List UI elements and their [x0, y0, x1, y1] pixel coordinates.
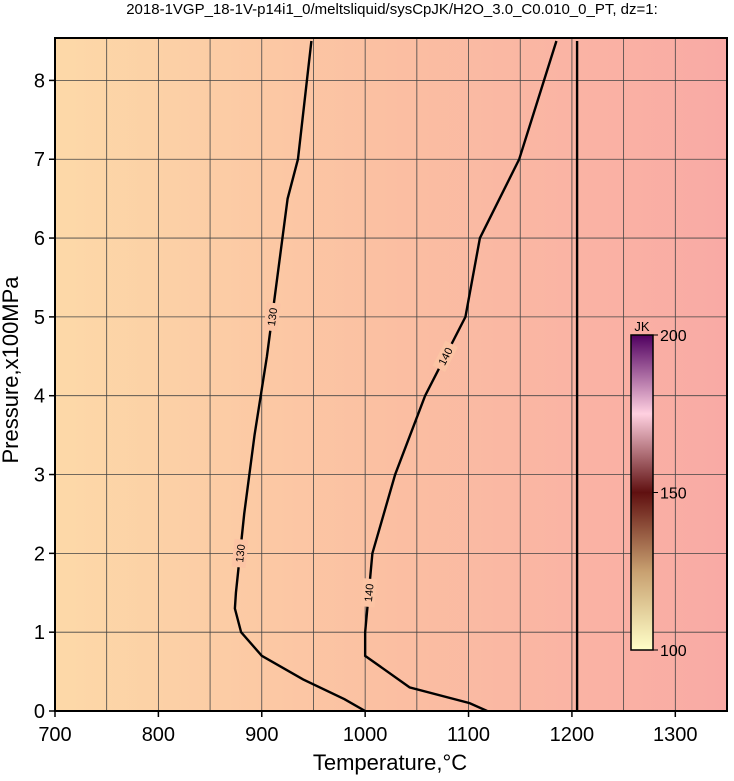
y-tick-label: 6: [34, 228, 45, 250]
contour-label: 140: [363, 583, 377, 602]
y-tick-label: 3: [34, 465, 45, 487]
colorbar-label: JK: [634, 319, 650, 334]
contour-label-bg: [432, 340, 458, 372]
x-tick-label: 900: [245, 724, 278, 746]
x-tick-label: 1000: [343, 724, 388, 746]
y-tick-label: 7: [34, 149, 45, 171]
y-tick-label: 4: [34, 386, 45, 408]
colorbar-tick-label: 150: [660, 486, 687, 503]
contour-line: [363, 40, 558, 711]
colorbar-tick-label: 200: [660, 328, 687, 345]
y-tick-label: 0: [34, 701, 45, 723]
plot-background: [55, 38, 727, 711]
x-axis-label: Temperature,°C: [313, 750, 467, 775]
plot-frame: [54, 37, 728, 712]
contour-label: 130: [266, 307, 280, 327]
contour-label-bg: [360, 578, 378, 608]
x-tick-label: 1300: [653, 724, 698, 746]
x-tick-label: 1200: [550, 724, 595, 746]
contour-label-bg: [263, 302, 281, 332]
x-tick-label: 700: [38, 724, 71, 746]
y-tick-label: 2: [34, 543, 45, 565]
y-tick-label: 1: [34, 622, 45, 644]
chart-title: 2018-1VGP_18-1V-p14i1_0/meltsliquid/sysC…: [126, 1, 658, 18]
y-axis-label: Pressure,x100MPa: [0, 276, 23, 464]
contour-label-bg: [231, 538, 249, 569]
y-tick-label: 5: [34, 307, 45, 329]
colorbar: [630, 334, 654, 651]
x-tick-label: 1100: [447, 724, 490, 746]
y-tick-label: 8: [34, 70, 45, 92]
x-tick-label: 800: [142, 724, 175, 746]
contour-label: 130: [234, 544, 248, 564]
colorbar-tick-label: 100: [660, 643, 687, 660]
